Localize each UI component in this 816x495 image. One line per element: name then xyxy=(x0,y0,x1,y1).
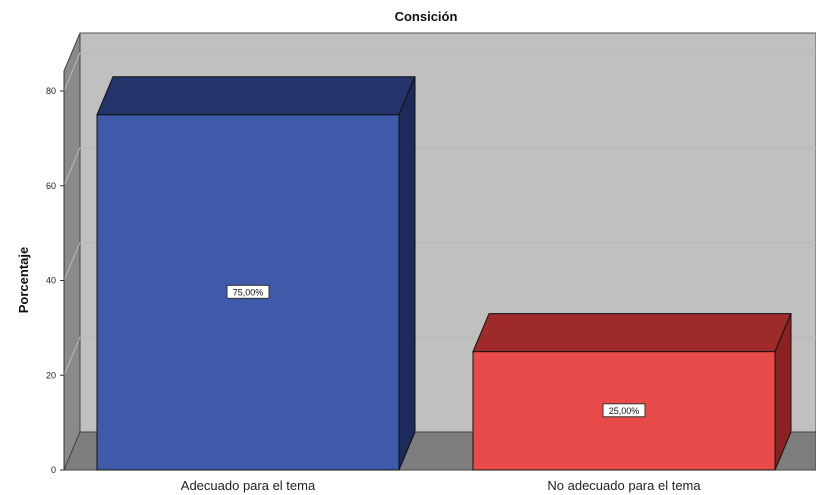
data-label-text: 75,00% xyxy=(233,287,264,297)
gridline xyxy=(63,52,816,92)
data-label-box xyxy=(602,403,646,418)
y-tick-label: 20 xyxy=(46,370,56,380)
data-label: 25,00% xyxy=(602,403,646,418)
labels: 75,00% Adecuado para el tema 25,00% No adec… xyxy=(181,284,701,493)
data-label-text: 25,00% xyxy=(609,406,640,416)
y-tick-label: 40 xyxy=(46,276,56,286)
x-category-label: No adecuado para el tema xyxy=(547,478,701,493)
bar-1 xyxy=(96,76,416,471)
x-category-label: Adecuado para el tema xyxy=(181,478,316,493)
y-tick-label: 60 xyxy=(46,181,56,191)
gridline xyxy=(63,242,816,281)
data-label: 75,00% xyxy=(226,284,270,299)
side-wall xyxy=(63,32,81,471)
bar-side xyxy=(774,313,792,471)
bar-top xyxy=(96,76,416,116)
y-tick-label: 0 xyxy=(51,465,56,475)
chart-title: Consición xyxy=(395,9,458,24)
y-tick-label: 80 xyxy=(46,86,56,96)
bar-side xyxy=(398,76,416,471)
data-label-box xyxy=(226,284,270,299)
gridline xyxy=(63,147,816,186)
y-axis-label: Porcentaje xyxy=(16,247,31,313)
y-axis: 0 20 40 60 80 xyxy=(46,71,65,475)
bar-2 xyxy=(472,313,792,471)
bar-top xyxy=(472,313,792,353)
gridlines xyxy=(63,52,816,376)
